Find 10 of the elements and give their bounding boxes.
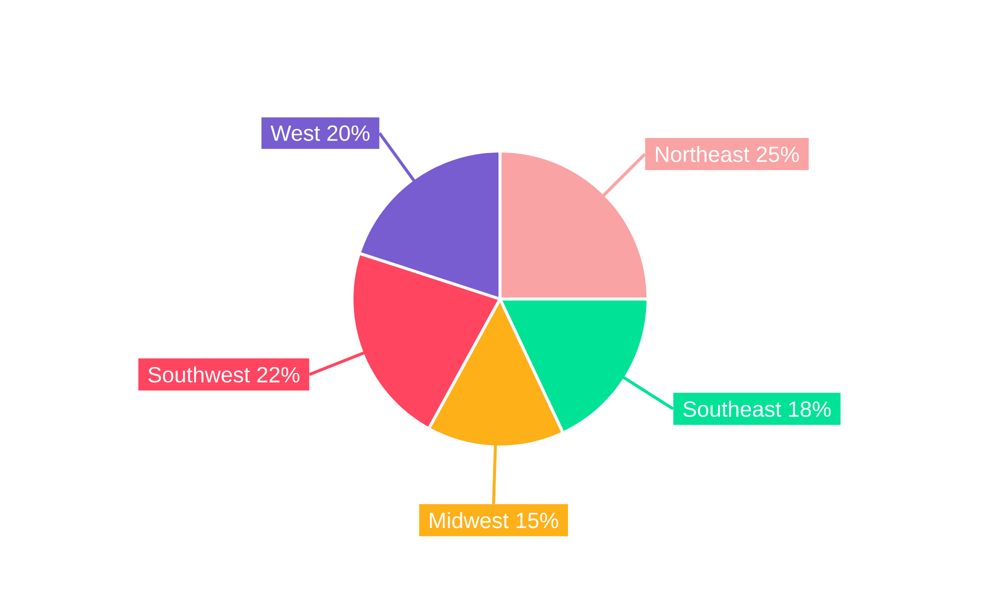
slice-label: Midwest <box>430 512 509 528</box>
data-label: 15% <box>516 512 558 528</box>
data-label: 18% <box>789 401 831 417</box>
slice-label: West <box>270 126 320 141</box>
slice-label: Southwest <box>148 366 250 383</box>
slice-label: Northeast <box>656 146 750 162</box>
data-label: 20% <box>327 125 370 141</box>
data-label: 25% <box>756 146 799 162</box>
slice-label: Southeast <box>683 400 782 417</box>
data-label: 22% <box>257 366 300 382</box>
